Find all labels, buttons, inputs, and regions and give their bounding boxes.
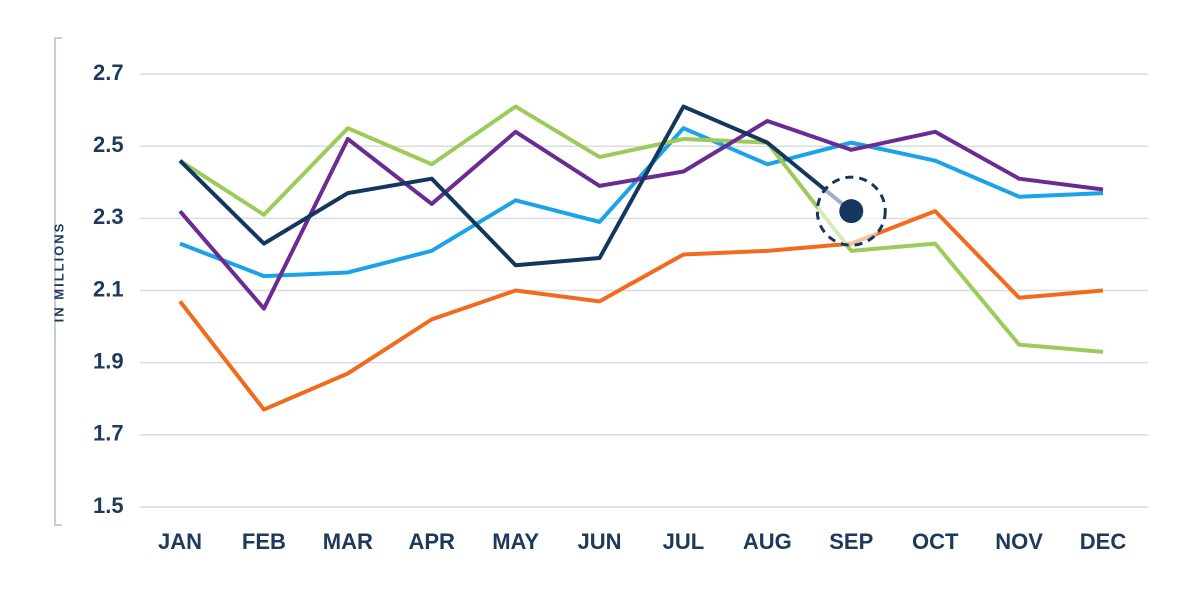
series-line [179,126,1104,279]
x-tick-label: FEB [242,529,286,554]
series-line [178,104,1104,354]
x-tick-label: MAY [492,529,539,554]
y-tick-label: 2.1 [93,276,124,301]
y-tick-label: 2.7 [93,60,124,85]
axis-bracket [54,37,62,526]
x-tick-label: DEC [1080,529,1127,554]
y-axis-label: IN MILLIONS [51,222,66,323]
x-tick-label: NOV [995,529,1043,554]
x-tick-label: JUL [663,529,705,554]
series-line [178,104,853,268]
series-line [178,209,1104,412]
x-tick-label: APR [409,529,456,554]
x-tick-label: SEP [829,529,873,554]
y-tick-label: 1.5 [93,493,124,518]
highlight-point [839,199,864,224]
y-tick-label: 1.9 [93,348,124,373]
y-tick-label: 2.3 [93,204,124,229]
x-tick-label: JAN [158,529,202,554]
x-tick-label: JUN [578,529,622,554]
y-tick-label: 1.7 [93,421,124,446]
x-tick-label: OCT [912,529,959,554]
x-tick-label: AUG [743,529,792,554]
y-tick-label: 2.5 [93,132,124,157]
x-tick-label: MAR [323,529,373,554]
